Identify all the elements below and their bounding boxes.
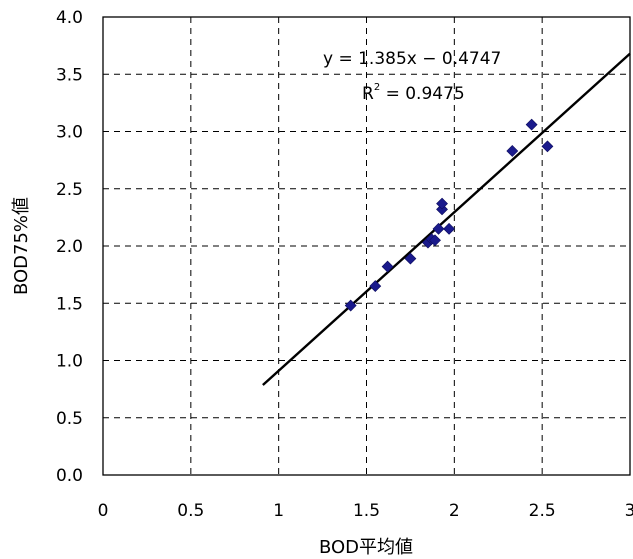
x-tick-label: 2.5 xyxy=(529,501,556,521)
x-tick-label: 1.5 xyxy=(353,501,380,521)
y-tick-label: 4.0 xyxy=(56,8,83,28)
y-tick-label: 0.0 xyxy=(56,466,83,486)
x-tick-label: 2 xyxy=(449,501,460,521)
x-axis-tick-labels: 0 0.5 1 1.5 2 2.5 3 xyxy=(98,501,633,521)
data-point xyxy=(506,145,519,157)
data-point xyxy=(344,299,357,312)
r-squared-r: R xyxy=(362,84,374,104)
x-tick-label: 0 xyxy=(98,501,109,521)
data-point xyxy=(429,234,441,247)
data-point xyxy=(432,222,445,235)
y-axis-title: BOD75%値 xyxy=(11,197,32,295)
data-point xyxy=(443,222,455,235)
data-point xyxy=(436,197,448,210)
y-tick-label: 1.5 xyxy=(56,294,83,314)
data-point xyxy=(404,252,417,265)
y-tick-label: 0.5 xyxy=(56,409,83,429)
y-tick-label: 3.0 xyxy=(56,123,83,143)
x-axis-title: BOD平均値 xyxy=(319,537,413,558)
r-squared-label: R2 = 0.9475 xyxy=(362,82,465,104)
data-point xyxy=(381,260,394,273)
data-points xyxy=(344,118,554,312)
r-squared-value: = 0.9475 xyxy=(380,84,465,104)
y-axis-tick-labels: 0.0 0.5 1.0 1.5 2.0 2.5 3.0 3.5 4.0 xyxy=(56,8,83,486)
y-tick-label: 3.5 xyxy=(56,65,83,85)
r-squared-exponent: 2 xyxy=(374,82,380,93)
data-point xyxy=(369,280,382,292)
plot-area-frame xyxy=(102,16,631,476)
y-tick-label: 2.0 xyxy=(56,237,83,257)
y-tick-label: 1.0 xyxy=(56,352,83,372)
trend-line xyxy=(262,52,631,386)
data-point xyxy=(541,140,554,153)
x-tick-label: 1 xyxy=(273,501,284,521)
x-tick-label: 0.5 xyxy=(177,501,204,521)
data-point xyxy=(525,118,538,131)
trendline-equation: y = 1.385x − 0.4747 xyxy=(323,49,501,69)
y-tick-label: 2.5 xyxy=(56,180,83,200)
x-tick-label: 3 xyxy=(625,501,633,521)
